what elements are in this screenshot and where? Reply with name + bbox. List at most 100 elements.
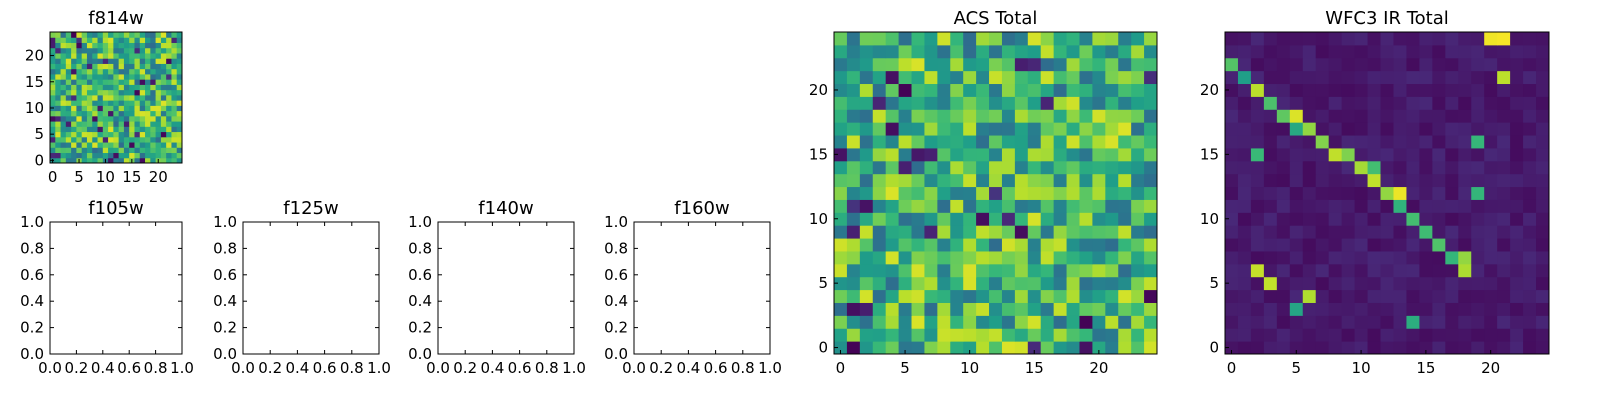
heatmap-cell (989, 83, 1003, 97)
heatmap-cell (1092, 96, 1106, 110)
heatmap-cell (176, 52, 183, 59)
heatmap-cell (76, 79, 83, 85)
heatmap-cell (1354, 289, 1369, 303)
heatmap-cell (1014, 315, 1029, 329)
heatmap-cell (1445, 83, 1459, 97)
heatmap-cell (1131, 238, 1145, 252)
heatmap-cell (1419, 109, 1433, 123)
heatmap-cell (113, 37, 120, 43)
heatmap-cell (145, 121, 151, 127)
heatmap-cell (1053, 186, 1068, 200)
heatmap-cell (1328, 147, 1343, 162)
heatmap-cell (1536, 96, 1550, 110)
heatmap-cell (1510, 32, 1524, 46)
heatmap-cell (1001, 96, 1016, 110)
heatmap-cell (92, 73, 99, 80)
heatmap-cell (989, 160, 1003, 175)
heatmap-cell (1458, 44, 1472, 59)
heatmap-cell (1027, 135, 1042, 149)
y-tick-label: 10 (25, 99, 44, 117)
heatmap-cell (1445, 96, 1459, 110)
heatmap-cell (92, 147, 99, 154)
heatmap-cell (60, 147, 67, 154)
heatmap-cell (1225, 302, 1239, 316)
heatmap-cell (1380, 263, 1394, 278)
heatmap-cell (1445, 341, 1459, 355)
heatmap-cell (1118, 122, 1132, 136)
heatmap-cell (1079, 70, 1093, 85)
heatmap-cell (160, 52, 167, 59)
heatmap-cell (1027, 96, 1042, 110)
heatmap-cell (859, 96, 874, 110)
heatmap-cell (1105, 173, 1119, 188)
heatmap-cell (976, 263, 990, 278)
heatmap-cell (1497, 263, 1511, 278)
heatmap-cell (1406, 212, 1420, 226)
heatmap-cell (1040, 328, 1055, 342)
axes-frame (1224, 31, 1550, 355)
heatmap-cell (989, 135, 1003, 149)
heatmap-cell (1484, 315, 1498, 329)
heatmap-cell (859, 160, 874, 175)
heatmap-cell (166, 89, 172, 96)
heatmap-cell (1406, 315, 1420, 329)
heatmap-cell (1536, 199, 1550, 213)
heatmap-cell (834, 109, 848, 123)
heatmap-cell (1497, 135, 1511, 149)
heatmap-cell (102, 152, 109, 159)
heatmap-cell (71, 110, 77, 117)
heatmap-cell (1092, 160, 1106, 175)
heatmap-cell (1276, 315, 1291, 329)
heatmap-cell (1367, 173, 1382, 188)
heatmap-cell (1053, 199, 1068, 213)
heatmap-cell (123, 121, 130, 127)
heatmap-cell (1367, 122, 1382, 136)
heatmap-cell (1131, 199, 1145, 213)
heatmap-cell (145, 63, 151, 70)
heatmap-cell (1118, 328, 1132, 342)
heatmap-cell (1484, 250, 1498, 265)
heatmap-cell (102, 79, 109, 85)
heatmap-cell (950, 57, 964, 72)
x-tick-label: 5 (900, 359, 910, 377)
heatmap-cell (134, 73, 141, 80)
heatmap-cell (1118, 289, 1132, 303)
heatmap-cell (1040, 212, 1055, 226)
heatmap-cell (1484, 238, 1498, 252)
heatmap-cell (911, 96, 925, 110)
x-tick-label: 15 (1416, 359, 1435, 377)
heatmap-cell (937, 122, 951, 136)
heatmap-cell (1289, 160, 1304, 175)
heatmap-cell (76, 152, 83, 159)
heatmap-cell (1237, 122, 1252, 136)
heatmap-cell (55, 79, 62, 85)
heatmap-cell (950, 173, 964, 188)
heatmap-cell (937, 341, 951, 355)
heatmap-cell (872, 32, 887, 46)
y-tick-label: 15 (1200, 145, 1219, 163)
heatmap-cell (898, 32, 913, 46)
heatmap-cell (139, 37, 146, 43)
heatmap-cell (102, 100, 109, 106)
heatmap-cell (145, 136, 151, 143)
heatmap-cell (1341, 57, 1356, 72)
heatmap-cell (1131, 70, 1145, 85)
heatmap-cell (1523, 315, 1537, 329)
heatmap-cell (145, 157, 151, 164)
heatmap-cell (1053, 147, 1068, 162)
heatmap-cell (118, 110, 125, 117)
heatmap-cell (60, 115, 67, 122)
heatmap-cell (65, 73, 72, 80)
heatmap-cell (924, 147, 938, 162)
heatmap-cell (937, 147, 951, 162)
heatmap-cell (963, 32, 977, 46)
heatmap-cell (118, 94, 125, 101)
heatmap-cell (76, 142, 83, 148)
heatmap-cell (1027, 109, 1042, 123)
heatmap-cells (1225, 32, 1550, 355)
heatmap-cell (1014, 250, 1029, 265)
heatmap-cell (102, 126, 109, 133)
heatmap-cell (1328, 289, 1343, 303)
